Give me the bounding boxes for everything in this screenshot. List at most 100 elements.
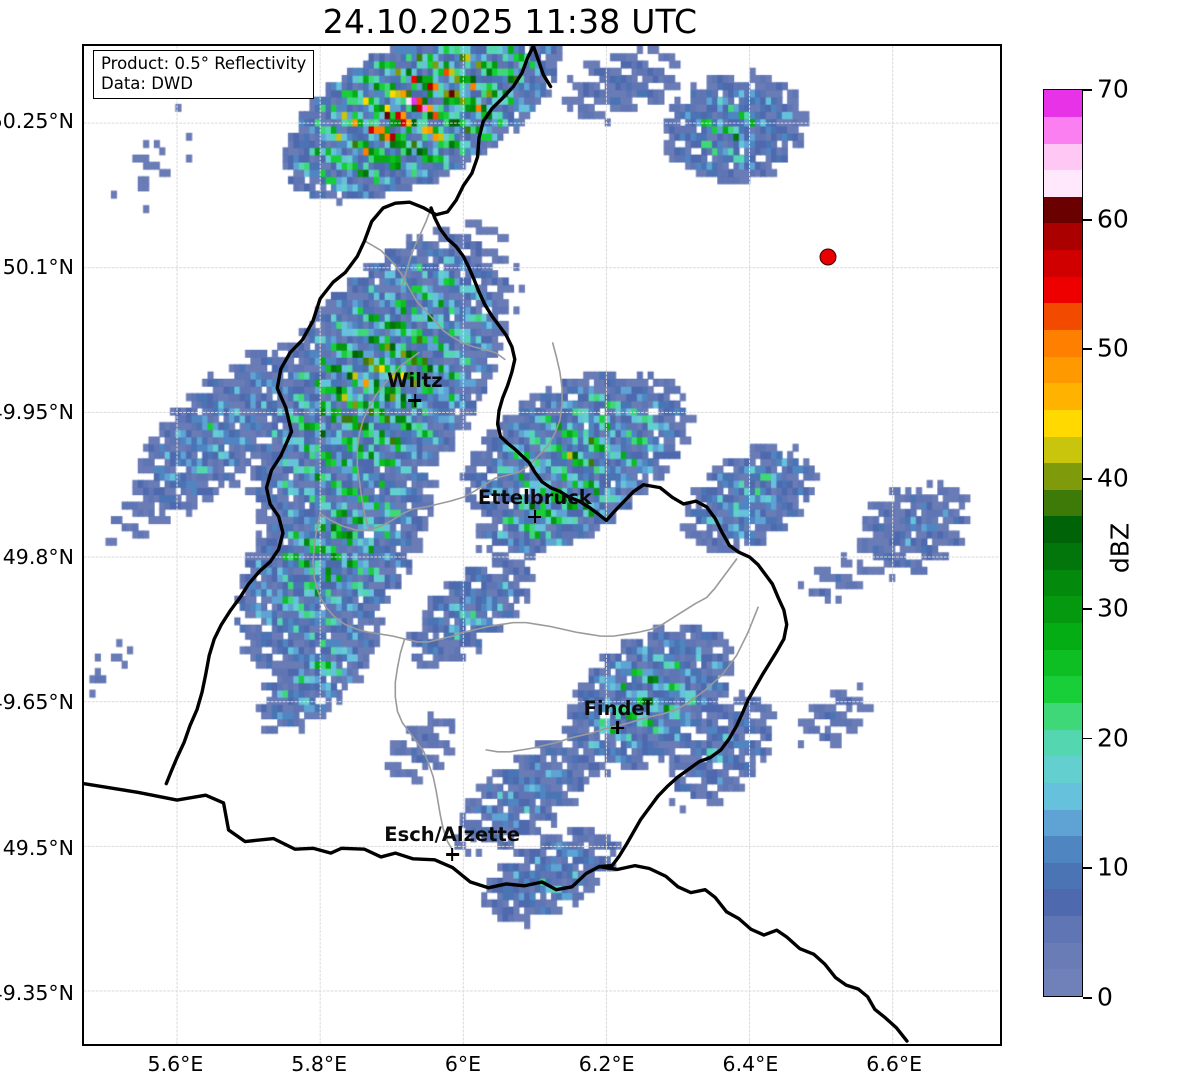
- colorbar-band-21: [1044, 409, 1082, 437]
- colorbar-tick-label-70: 70: [1097, 74, 1129, 104]
- city-marker-ettelbruck[interactable]: Ettelbruck: [478, 488, 592, 524]
- national-border-1: [275, 46, 536, 458]
- admin-border-3: [312, 512, 406, 640]
- map-borders-overlay: [84, 46, 1000, 1044]
- info-product-line: Product: 0.5° Reflectivity: [101, 54, 307, 73]
- colorbar-tick-10: [1083, 867, 1092, 870]
- colorbar-tick-40: [1083, 478, 1092, 480]
- colorbar-band-20: [1044, 436, 1082, 464]
- colorbar-band-29: [1044, 196, 1082, 224]
- y-tick-label-49.95: 49.95°N: [0, 399, 74, 424]
- colorbar-band-17: [1044, 516, 1082, 544]
- colorbar-container[interactable]: 0 10 20 30 40 50 60 70: [1043, 75, 1129, 1012]
- colorbar-band-11: [1044, 676, 1082, 703]
- colorbar-band-10: [1044, 702, 1082, 730]
- colorbar-band-2: [1044, 916, 1082, 943]
- radar-reflectivity-canvas: [84, 46, 1000, 1044]
- national-border-5: [429, 206, 646, 523]
- plus-marker-icon: [445, 847, 459, 861]
- colorbar-band-6: [1044, 809, 1082, 837]
- national-border-0: [84, 781, 909, 1043]
- page-title: 24.10.2025 11:38 UTC: [322, 2, 698, 41]
- city-marker-esch-alzette[interactable]: Esch/Alzette: [384, 825, 520, 861]
- colorbar-band-33: [1044, 90, 1082, 117]
- city-marker-findel[interactable]: Findel: [583, 696, 652, 735]
- colorbar-band-18: [1044, 489, 1082, 517]
- colorbar-band-14: [1044, 596, 1082, 624]
- admin-border-4: [403, 558, 738, 643]
- colorbar-tick-label-50: 50: [1097, 333, 1129, 363]
- colorbar-band-23: [1044, 356, 1082, 384]
- colorbar-tick-label-30: 30: [1097, 593, 1129, 623]
- colorbar-band-24: [1044, 329, 1082, 357]
- y-tick-label-49.65: 49.65°N: [0, 690, 74, 715]
- admin-border-2: [319, 464, 530, 531]
- admin-border-9: [664, 606, 759, 715]
- city-label: Ettelbruck: [477, 485, 592, 509]
- colorbar-tick-30: [1083, 607, 1092, 610]
- national-border-2: [164, 454, 285, 786]
- colorbar-band-16: [1044, 543, 1082, 570]
- colorbar-axis-label: dBZ: [1105, 522, 1135, 574]
- x-tick-label-6.2: 6.2°E: [578, 1052, 635, 1076]
- x-tick-label-6.4: 6.4°E: [722, 1052, 779, 1076]
- colorbar-band-15: [1044, 569, 1082, 597]
- colorbar-tick-0: [1083, 997, 1092, 999]
- admin-border-6: [485, 712, 666, 753]
- admin-border-0: [363, 239, 506, 361]
- colorbar-tick-label-20: 20: [1097, 723, 1129, 753]
- colorbar-gradient: [1043, 89, 1083, 997]
- radar-station-marker-icon[interactable]: [819, 248, 837, 266]
- city-label: Wiltz: [387, 369, 443, 393]
- product-info-box: Product: 0.5° Reflectivity Data: DWD: [93, 50, 315, 100]
- colorbar-band-12: [1044, 649, 1082, 677]
- info-data-line: Data: DWD: [101, 74, 193, 94]
- colorbar-tick-label-0: 0: [1097, 982, 1113, 1012]
- city-label: Esch/Alzette: [384, 823, 521, 847]
- colorbar-band-8: [1044, 756, 1082, 783]
- colorbar-band-26: [1044, 276, 1082, 304]
- colorbar-band-32: [1044, 116, 1082, 144]
- colorbar-band-22: [1044, 383, 1082, 410]
- y-tick-label-50.25: 50.25°N: [0, 109, 74, 134]
- y-tick-label-49.5: 49.5°N: [2, 835, 74, 860]
- colorbar-band-3: [1044, 889, 1082, 917]
- x-tick-label-5.8: 5.8°E: [291, 1052, 348, 1076]
- colorbar-band-5: [1044, 836, 1082, 863]
- colorbar-band-0: [1044, 969, 1082, 996]
- y-tick-label-50.1: 50.1°N: [2, 254, 74, 279]
- admin-border-1: [401, 207, 432, 286]
- city-label: Findel: [583, 696, 652, 720]
- x-tick-label-6: 6°E: [444, 1052, 482, 1076]
- colorbar-band-25: [1044, 303, 1082, 330]
- city-marker-wiltz[interactable]: Wiltz: [387, 371, 443, 407]
- colorbar-band-9: [1044, 729, 1082, 757]
- admin-border-8: [356, 351, 420, 531]
- colorbar-tick-60: [1083, 218, 1092, 221]
- colorbar-band-27: [1044, 250, 1082, 277]
- plus-marker-icon: [528, 510, 542, 524]
- colorbar-band-31: [1044, 143, 1082, 171]
- admin-border-5: [394, 638, 454, 851]
- colorbar-tick-label-60: 60: [1097, 204, 1129, 234]
- y-tick-label-49.35: 49.35°N: [0, 980, 74, 1005]
- x-tick-label-6.6: 6.6°E: [866, 1052, 923, 1076]
- admin-border-7: [528, 342, 563, 467]
- colorbar-band-30: [1044, 170, 1082, 197]
- colorbar-band-19: [1044, 463, 1082, 490]
- colorbar-tick-label-40: 40: [1097, 463, 1129, 493]
- colorbar-tick-50: [1083, 348, 1092, 351]
- colorbar-tick-70: [1083, 89, 1092, 91]
- plus-marker-icon: [610, 721, 624, 735]
- colorbar-tick-label-10: 10: [1097, 852, 1129, 882]
- colorbar-band-1: [1044, 942, 1082, 970]
- colorbar-tick-20: [1083, 737, 1092, 740]
- colorbar-band-28: [1044, 223, 1082, 251]
- colorbar-band-4: [1044, 862, 1082, 890]
- colorbar-band-13: [1044, 623, 1082, 650]
- radar-plot-area[interactable]: [82, 44, 1002, 1046]
- colorbar-band-7: [1044, 782, 1082, 810]
- national-border-3: [531, 46, 553, 89]
- y-tick-label-49.8: 49.8°N: [2, 545, 74, 570]
